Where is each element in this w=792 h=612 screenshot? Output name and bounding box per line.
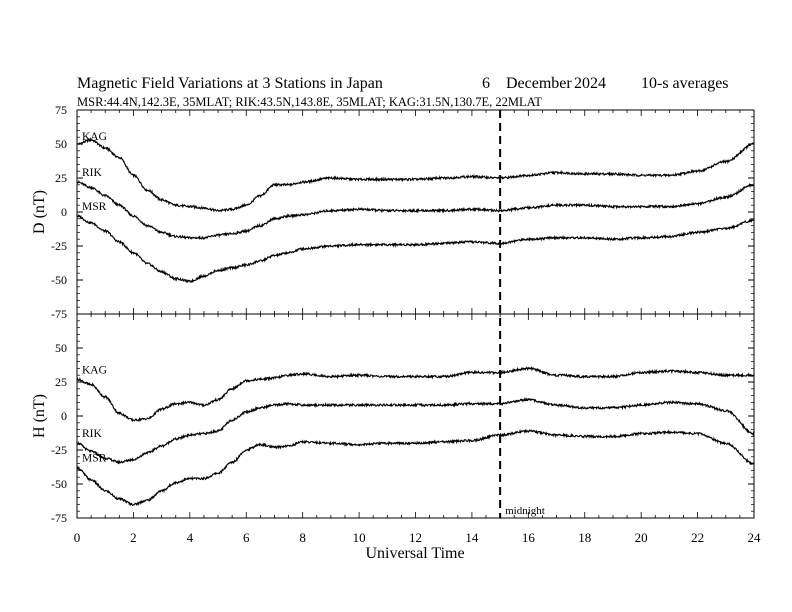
x-tick-label: 22 <box>691 530 704 545</box>
d-ytick-label: 25 <box>55 171 67 185</box>
d-series-label-msr: MSR <box>82 201 107 213</box>
x-tick-label: 24 <box>748 530 762 545</box>
h-series-kag <box>76 366 755 423</box>
x-tick-label: 8 <box>299 530 306 545</box>
d-panel-series <box>76 136 755 284</box>
h-panel-y-label: H (nT) <box>31 394 48 438</box>
d-ytick-label: 0 <box>61 205 67 219</box>
d-component-panel: 75 50 25 0 -25 -50 -75 KAG RIK MSR D (nT) <box>31 103 755 321</box>
d-ytick-label: 75 <box>55 103 67 117</box>
h-series-label-rik: RIK <box>82 428 103 440</box>
h-series-label-kag: KAG <box>82 364 107 376</box>
h-ytick-label: 50 <box>55 341 67 355</box>
x-tick-label: 12 <box>409 530 422 545</box>
chart-month: December <box>506 75 572 92</box>
x-axis-label: Universal Time <box>365 545 464 562</box>
h-ytick-label: 25 <box>55 375 67 389</box>
h-ytick-label: -75 <box>51 511 67 525</box>
x-axis: 0 2 4 6 8 10 12 14 16 18 20 22 24 <box>74 530 761 545</box>
x-tick-label: 20 <box>635 530 648 545</box>
d-ytick-label: -25 <box>51 239 67 253</box>
midnight-marker: midnight <box>499 110 545 518</box>
h-series-rik <box>76 397 755 465</box>
d-ytick-label: 50 <box>55 137 67 151</box>
h-ytick-label: 0 <box>61 409 67 423</box>
d-ytick-label: -50 <box>51 273 67 287</box>
d-panel-series-labels: KAG RIK MSR <box>82 131 107 213</box>
h-series-label-msr: MSR <box>82 453 107 465</box>
d-series-label-rik: RIK <box>82 167 103 179</box>
d-panel-y-label: D (nT) <box>31 190 48 234</box>
d-series-kag <box>76 136 755 213</box>
x-tick-label: 16 <box>522 530 536 545</box>
stations-info: MSR:44.4N,142.3E, 35MLAT; RIK:43.5N,143.… <box>77 95 542 109</box>
d-series-rik <box>76 179 755 241</box>
x-tick-label: 4 <box>187 530 194 545</box>
midnight-label: midnight <box>505 505 545 517</box>
h-panel-y-axis: 50 25 0 -25 -50 -75 <box>51 313 755 525</box>
h-ytick-label: -50 <box>51 477 67 491</box>
chart-averaging: 10-s averages <box>641 75 729 92</box>
chart-title: Magnetic Field Variations at 3 Stations … <box>77 75 383 92</box>
h-panel-frame <box>76 313 755 519</box>
h-series-msr <box>76 428 755 507</box>
x-tick-label: 14 <box>465 530 479 545</box>
h-panel-series-labels: KAG RIK MSR <box>82 364 107 464</box>
h-ytick-label: -25 <box>51 443 67 457</box>
h-panel-series <box>76 366 755 507</box>
x-tick-label: 10 <box>353 530 366 545</box>
chart-year: 2024 <box>574 75 606 92</box>
x-tick-label: 6 <box>243 530 250 545</box>
d-ytick-label: -75 <box>51 307 67 321</box>
d-series-msr <box>76 214 755 284</box>
chart-day: 6 <box>482 75 490 92</box>
d-series-label-kag: KAG <box>82 131 107 143</box>
x-tick-label: 2 <box>130 530 137 545</box>
x-tick-label: 0 <box>74 530 81 545</box>
x-tick-label: 18 <box>578 530 591 545</box>
